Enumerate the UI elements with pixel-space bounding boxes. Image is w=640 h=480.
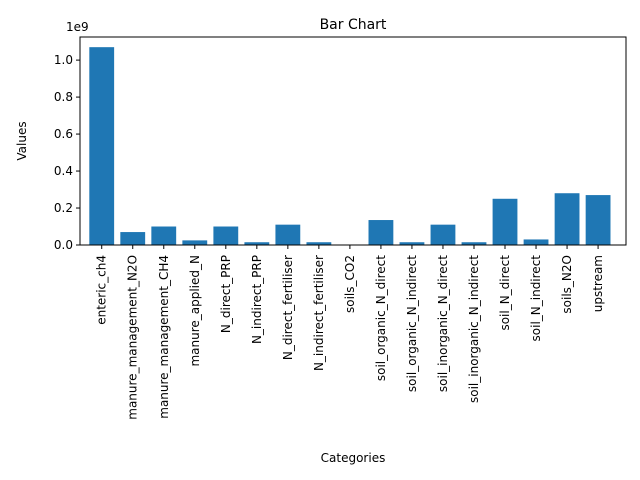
y-tick-label: 0.4	[54, 164, 73, 178]
bar-manure_applied_N	[182, 240, 208, 245]
x-tick-label-manure_applied_N: manure_applied_N	[188, 255, 202, 367]
x-axis-label: Categories	[321, 451, 386, 465]
bar-soil_inorganic_N_direct	[430, 224, 456, 245]
x-tick-label-N_direct_PRP: N_direct_PRP	[219, 255, 233, 333]
bar-soil_N_indirect	[523, 239, 549, 245]
bar-soil_inorganic_N_indirect	[461, 242, 487, 245]
x-tick-label-soil_inorganic_N_direct: soil_inorganic_N_direct	[436, 255, 450, 392]
bar-N_direct_PRP	[213, 226, 239, 245]
y-tick-label: 0.8	[54, 90, 73, 104]
bar-N_direct_fertiliser	[275, 224, 301, 245]
bar-soils_N2O	[554, 193, 580, 245]
y-scale-multiplier: 1e9	[66, 20, 89, 34]
x-tick-label-soil_N_direct: soil_N_direct	[498, 255, 512, 331]
y-ticks-group: 0.0 0.2 0.4 0.6 0.8 1.0	[54, 53, 80, 252]
bar-manure_management_N2O	[120, 232, 146, 245]
y-tick-label: 0.0	[54, 238, 73, 252]
x-tick-label-enteric_ch4: enteric_ch4	[95, 255, 109, 325]
x-tick-label-soil_organic_N_direct: soil_organic_N_direct	[374, 255, 388, 381]
y-tick-label: 1.0	[54, 53, 73, 67]
x-tick-label-manure_management_N2O: manure_management_N2O	[126, 255, 140, 420]
bar-soil_organic_N_indirect	[399, 242, 425, 245]
x-tick-label-N_indirect_fertiliser: N_indirect_fertiliser	[312, 255, 326, 371]
y-tick-label: 0.2	[54, 201, 73, 215]
bar-soil_organic_N_direct	[368, 220, 394, 245]
chart-title: Bar Chart	[320, 17, 387, 33]
bar-N_indirect_fertiliser	[306, 242, 332, 245]
x-tick-label-soils_CO2: soils_CO2	[343, 255, 357, 313]
y-tick-label: 0.6	[54, 127, 73, 141]
x-tick-label-upstream: upstream	[591, 255, 605, 312]
plot-frame	[79, 36, 627, 246]
bar-upstream	[585, 195, 611, 245]
bar-manure_management_CH4	[151, 226, 177, 245]
bar-N_indirect_PRP	[244, 242, 270, 245]
x-tick-label-N_direct_fertiliser: N_direct_fertiliser	[281, 255, 295, 360]
x-tick-label-soil_N_indirect: soil_N_indirect	[529, 255, 543, 342]
bar-soil_N_direct	[492, 198, 518, 245]
x-tick-label-soil_inorganic_N_indirect: soil_inorganic_N_indirect	[467, 255, 481, 403]
bar-enteric_ch4	[89, 47, 115, 245]
x-tick-label-manure_management_CH4: manure_management_CH4	[157, 255, 171, 419]
x-tick-label-soils_N2O: soils_N2O	[560, 255, 574, 314]
x-tick-label-soil_organic_N_indirect: soil_organic_N_indirect	[405, 255, 419, 392]
x-tick-label-N_indirect_PRP: N_indirect_PRP	[250, 255, 264, 344]
y-axis-label: Values	[15, 121, 29, 160]
x-ticks-group: enteric_ch4 manure_management_N2O manure_m…	[95, 245, 605, 420]
bars-group	[89, 47, 611, 245]
